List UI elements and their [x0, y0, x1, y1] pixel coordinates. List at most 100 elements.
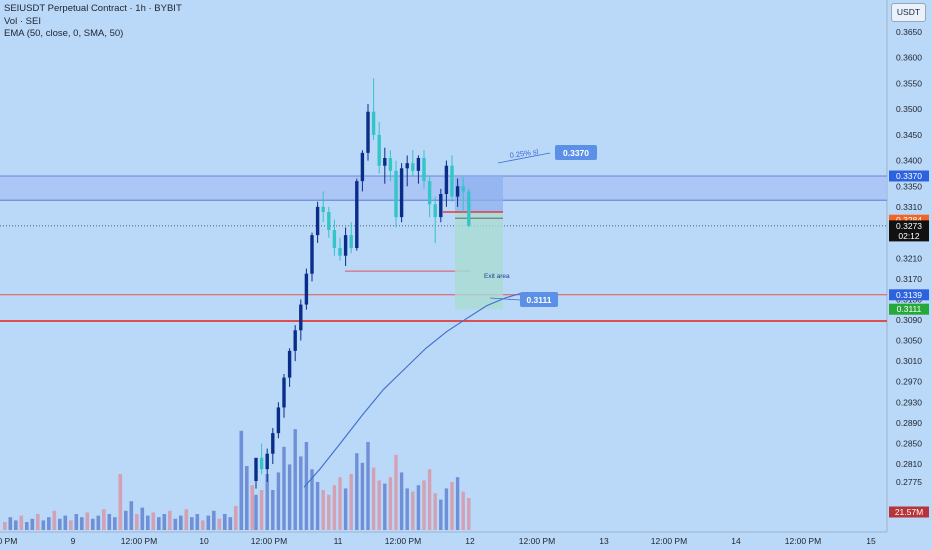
candle-body [450, 165, 454, 197]
candle-body [427, 181, 432, 205]
candle-body [282, 377, 286, 408]
volume-bar [304, 442, 309, 530]
y-tick-label: 0.3600 [896, 53, 922, 63]
y-tick-label: 0.3650 [896, 27, 922, 37]
candle-body [254, 457, 258, 481]
currency-button[interactable]: USDT [891, 3, 926, 22]
volume-bar [299, 456, 303, 530]
price-label-text: 21.57M [895, 507, 923, 517]
price-label-box [889, 214, 929, 226]
volume-bar [234, 506, 238, 530]
candle-body [355, 181, 359, 248]
volume-bar [52, 510, 57, 530]
candle-body [338, 248, 342, 256]
y-tick-label: 0.3450 [896, 130, 922, 140]
volume-bar [355, 453, 359, 530]
y-tick-label: 0.2775 [896, 477, 922, 487]
x-tick-label: 12:00 PM [385, 536, 421, 546]
x-tick-label: 12:00 PM [519, 536, 555, 546]
target-box [455, 212, 503, 310]
x-tick-label: 9 [71, 536, 76, 546]
y-tick-label: 0.3050 [896, 336, 922, 346]
price-label-box [889, 220, 929, 242]
volume-bar [69, 520, 73, 530]
candle-body [343, 235, 348, 256]
resistance-zone [0, 176, 887, 201]
candle-body [287, 350, 292, 378]
volume-bar [467, 498, 471, 530]
volume-bar [96, 515, 101, 530]
volume-bar [228, 517, 233, 530]
price-label-box [889, 303, 929, 315]
price-label-text: 0.3111 [897, 304, 922, 314]
volume-bar [168, 510, 172, 530]
price-label-countdown: 02:12 [898, 231, 920, 241]
volume-bar [343, 488, 348, 530]
volume-bar [58, 518, 62, 530]
candle-body [293, 330, 297, 351]
volume-bar [366, 442, 370, 530]
candle-body [467, 191, 471, 226]
y-tick-label: 0.3210 [896, 253, 922, 263]
volume-bar [195, 514, 200, 530]
volume-bar [388, 477, 393, 530]
y-tick-label: 0.3550 [896, 78, 922, 88]
candle-body [366, 111, 370, 153]
y-tick-label: 0.3400 [896, 156, 922, 166]
x-tick-label: 00 PM [0, 536, 17, 546]
y-tick-label: 0.3350 [896, 181, 922, 191]
y-tick-label: 0.2970 [896, 377, 922, 387]
price-axis-background [887, 0, 932, 550]
candle-body [439, 194, 443, 218]
volume-bar [190, 517, 194, 530]
candle-body [444, 165, 449, 194]
x-tick-label: 15 [866, 536, 876, 546]
volume-bar [91, 518, 95, 530]
price-label-box [889, 170, 929, 182]
volume-bar [455, 477, 460, 530]
volume-bar [383, 483, 387, 530]
candle-body [321, 206, 325, 212]
sl-annotation-text: 0.25% sl [509, 147, 539, 160]
candle-body [304, 273, 309, 305]
tp-price-tag-text: 0.3111 [526, 295, 551, 305]
volume-bar [245, 466, 249, 530]
legend-title: SEIUSDT Perpetual Contract · 1h · BYBIT [4, 3, 182, 14]
y-tick-label: 0.3090 [896, 315, 922, 325]
volume-bar [8, 517, 13, 530]
volume-bar [129, 501, 134, 530]
candle-body [276, 407, 281, 434]
volume-bar [201, 520, 205, 530]
volume-bar [399, 472, 404, 530]
volume-bar [179, 515, 183, 530]
volume-bar [173, 518, 178, 530]
x-tick-label: 12:00 PM [251, 536, 287, 546]
y-tick-label: 0.3010 [896, 356, 922, 366]
volume-bar [321, 490, 325, 530]
volume-bar [287, 464, 292, 530]
ema-line [303, 292, 522, 488]
volume-bar [310, 469, 314, 530]
x-tick-label: 12:00 PM [121, 536, 157, 546]
volume-bar [254, 494, 258, 530]
chart-background [0, 0, 887, 532]
legend-volume: Vol · SEI [4, 15, 41, 27]
volume-bar [327, 494, 331, 530]
candle-body [315, 206, 320, 236]
volume-bar [371, 467, 376, 530]
volume-bar [25, 522, 29, 530]
volume-bar [85, 512, 90, 530]
volume-bar [223, 514, 227, 530]
candle-body [405, 163, 409, 169]
volume-bar [135, 514, 139, 530]
volume-bar [411, 491, 415, 530]
volume-bar [377, 480, 381, 530]
price-label-text: 0.3273 [896, 221, 922, 231]
x-tick-label: 14 [731, 536, 741, 546]
candle-body [259, 457, 264, 470]
volume-bar [394, 454, 398, 530]
volume-bar [19, 515, 24, 530]
volume-bar [265, 474, 269, 530]
tp-price-tag [520, 292, 558, 307]
